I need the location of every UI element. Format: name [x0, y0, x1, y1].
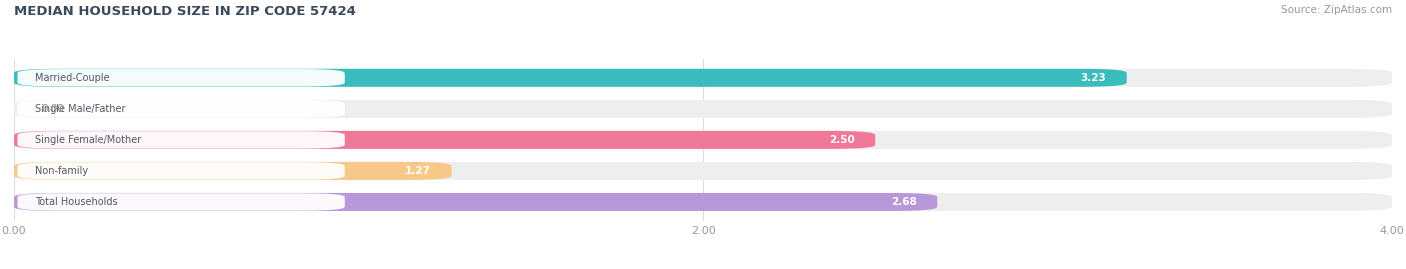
Text: MEDIAN HOUSEHOLD SIZE IN ZIP CODE 57424: MEDIAN HOUSEHOLD SIZE IN ZIP CODE 57424 — [14, 5, 356, 18]
FancyBboxPatch shape — [14, 193, 1392, 211]
FancyBboxPatch shape — [17, 162, 344, 180]
FancyBboxPatch shape — [17, 100, 344, 118]
Text: 2.68: 2.68 — [891, 197, 917, 207]
Text: 0.00: 0.00 — [42, 104, 65, 114]
Text: Non-family: Non-family — [35, 166, 87, 176]
FancyBboxPatch shape — [14, 162, 451, 180]
Text: Single Male/Father: Single Male/Father — [35, 104, 125, 114]
Text: 1.27: 1.27 — [405, 166, 430, 176]
FancyBboxPatch shape — [14, 69, 1392, 87]
FancyBboxPatch shape — [17, 131, 344, 148]
FancyBboxPatch shape — [17, 193, 344, 211]
FancyBboxPatch shape — [14, 162, 1392, 180]
Text: Married-Couple: Married-Couple — [35, 73, 110, 83]
FancyBboxPatch shape — [17, 69, 344, 87]
Text: Total Households: Total Households — [35, 197, 117, 207]
FancyBboxPatch shape — [14, 131, 1392, 149]
Text: 2.50: 2.50 — [828, 135, 855, 145]
FancyBboxPatch shape — [14, 100, 1392, 118]
FancyBboxPatch shape — [14, 193, 938, 211]
Text: Source: ZipAtlas.com: Source: ZipAtlas.com — [1281, 5, 1392, 15]
FancyBboxPatch shape — [14, 131, 875, 149]
Text: 3.23: 3.23 — [1080, 73, 1107, 83]
Text: Single Female/Mother: Single Female/Mother — [35, 135, 141, 145]
FancyBboxPatch shape — [14, 69, 1126, 87]
